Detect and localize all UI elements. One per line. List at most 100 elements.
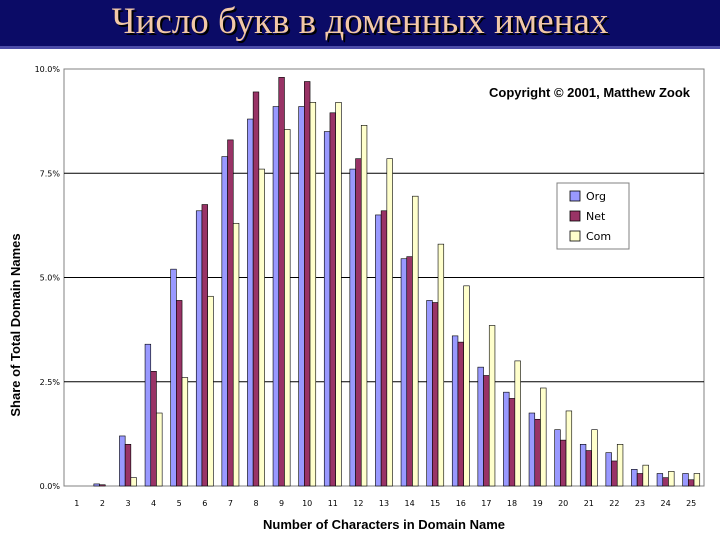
bar-org: [528, 412, 536, 487]
bar-chart: 0.0%2.5%5.0%7.5%10.0% 1 2 3 4 5 6 7 8 9 10 11 12 13 1…: [8, 65, 705, 532]
x-tick-label: 12: [353, 499, 363, 508]
bar-com: [258, 168, 265, 487]
bar-com: [437, 243, 445, 487]
bar-org: [247, 118, 254, 487]
bar-org: [170, 268, 177, 487]
bar-com: [412, 195, 419, 487]
bar-com: [386, 158, 393, 487]
x-tick-label: 20: [558, 499, 568, 508]
bar-com: [181, 377, 189, 487]
y-axis-label: Share of Total Domain Names: [8, 233, 23, 416]
slide-title: Число букв в доменных именах: [111, 1, 609, 42]
x-tick-label: 11: [328, 499, 338, 508]
x-tick-label: 2: [100, 499, 105, 508]
x-tick-label: 17: [481, 499, 491, 508]
bar-net: [380, 210, 388, 487]
x-tick-label: 18: [507, 499, 517, 508]
bar-com: [309, 102, 317, 487]
bar-com: [642, 464, 649, 487]
bar-com: [514, 360, 521, 487]
bar-net: [457, 341, 464, 487]
legend-box: [556, 182, 630, 250]
bar-com: [284, 129, 291, 487]
bar-net: [201, 204, 208, 487]
y-tick-label: 10.0%: [35, 65, 61, 74]
bar-org: [119, 435, 126, 487]
bar-net: [534, 418, 541, 487]
bar-net: [355, 158, 362, 487]
bar-org: [221, 156, 228, 487]
x-tick-label: 23: [635, 499, 645, 508]
bar-net: [150, 371, 157, 487]
bar-org: [272, 106, 280, 487]
bars: [93, 77, 701, 487]
x-tick-label: 6: [202, 499, 207, 508]
legend-label-net: Net: [586, 210, 606, 223]
bar-net: [688, 479, 695, 487]
bar-org: [605, 452, 612, 487]
y-tick-labels: 0.0% 2.5% 5.0% 7.5% 10.0%: [35, 65, 61, 491]
bar-com: [207, 295, 214, 487]
bar-org: [298, 106, 305, 487]
legend-swatch-org: [569, 190, 581, 202]
x-tick-label: 9: [279, 499, 284, 508]
bar-net: [176, 300, 183, 487]
bar-com: [335, 102, 342, 487]
bar-org: [477, 366, 484, 487]
y-tick-label: 0.0%: [40, 482, 61, 491]
legend-label-org: Org: [586, 190, 606, 203]
title-bar: [0, 0, 720, 49]
bar-com: [463, 285, 470, 487]
legend-swatch-net: [569, 210, 581, 222]
bar-com: [232, 222, 240, 487]
x-tick-label: 14: [405, 499, 415, 508]
x-tick-label: 10: [302, 499, 312, 508]
bar-com: [693, 473, 701, 487]
copyright-annotation: Copyright © 2001, Matthew Zook: [489, 85, 691, 100]
bar-org: [323, 131, 331, 487]
bar-com: [668, 471, 675, 487]
y-tick-label: 7.5%: [40, 169, 61, 178]
bar-com: [360, 125, 368, 487]
bar-net: [432, 302, 439, 487]
bar-org: [195, 210, 203, 487]
x-tick-label: 13: [379, 499, 389, 508]
bar-org: [656, 473, 664, 487]
x-tick-label: 3: [125, 499, 130, 508]
bar-com: [616, 443, 624, 487]
x-tick-label: 4: [151, 499, 156, 508]
x-tick-label: 16: [456, 499, 466, 508]
bar-net: [124, 443, 132, 487]
x-tick-label: 19: [533, 499, 543, 508]
y-tick-label: 2.5%: [40, 378, 61, 387]
bar-net: [560, 439, 567, 487]
bar-net: [508, 398, 516, 487]
x-tick-label: 1: [74, 499, 79, 508]
bar-org: [93, 483, 100, 487]
bar-org: [375, 214, 382, 487]
bar-org: [503, 391, 510, 487]
legend-label-com: Com: [586, 230, 611, 243]
bar-net: [611, 460, 618, 487]
bar-net: [585, 450, 592, 487]
bar-com: [488, 325, 496, 487]
bar-net: [99, 484, 106, 487]
x-tick-label: 5: [177, 499, 182, 508]
bar-org: [451, 335, 459, 487]
bar-net: [329, 112, 336, 487]
bar-org: [144, 343, 152, 487]
x-tick-label: 24: [661, 499, 671, 508]
bar-org: [631, 469, 638, 487]
x-tick-label: 22: [609, 499, 619, 508]
bar-net: [304, 81, 311, 487]
legend-swatch-com: [569, 230, 581, 242]
x-tick-label: 25: [686, 499, 696, 508]
bar-org: [579, 443, 587, 487]
bar-com: [565, 410, 573, 487]
y-tick-label: 5.0%: [40, 274, 61, 283]
x-tick-label: 8: [253, 499, 258, 508]
bar-org: [400, 258, 408, 487]
bar-com: [130, 477, 137, 487]
bar-org: [682, 473, 689, 487]
bar-net: [483, 375, 490, 487]
